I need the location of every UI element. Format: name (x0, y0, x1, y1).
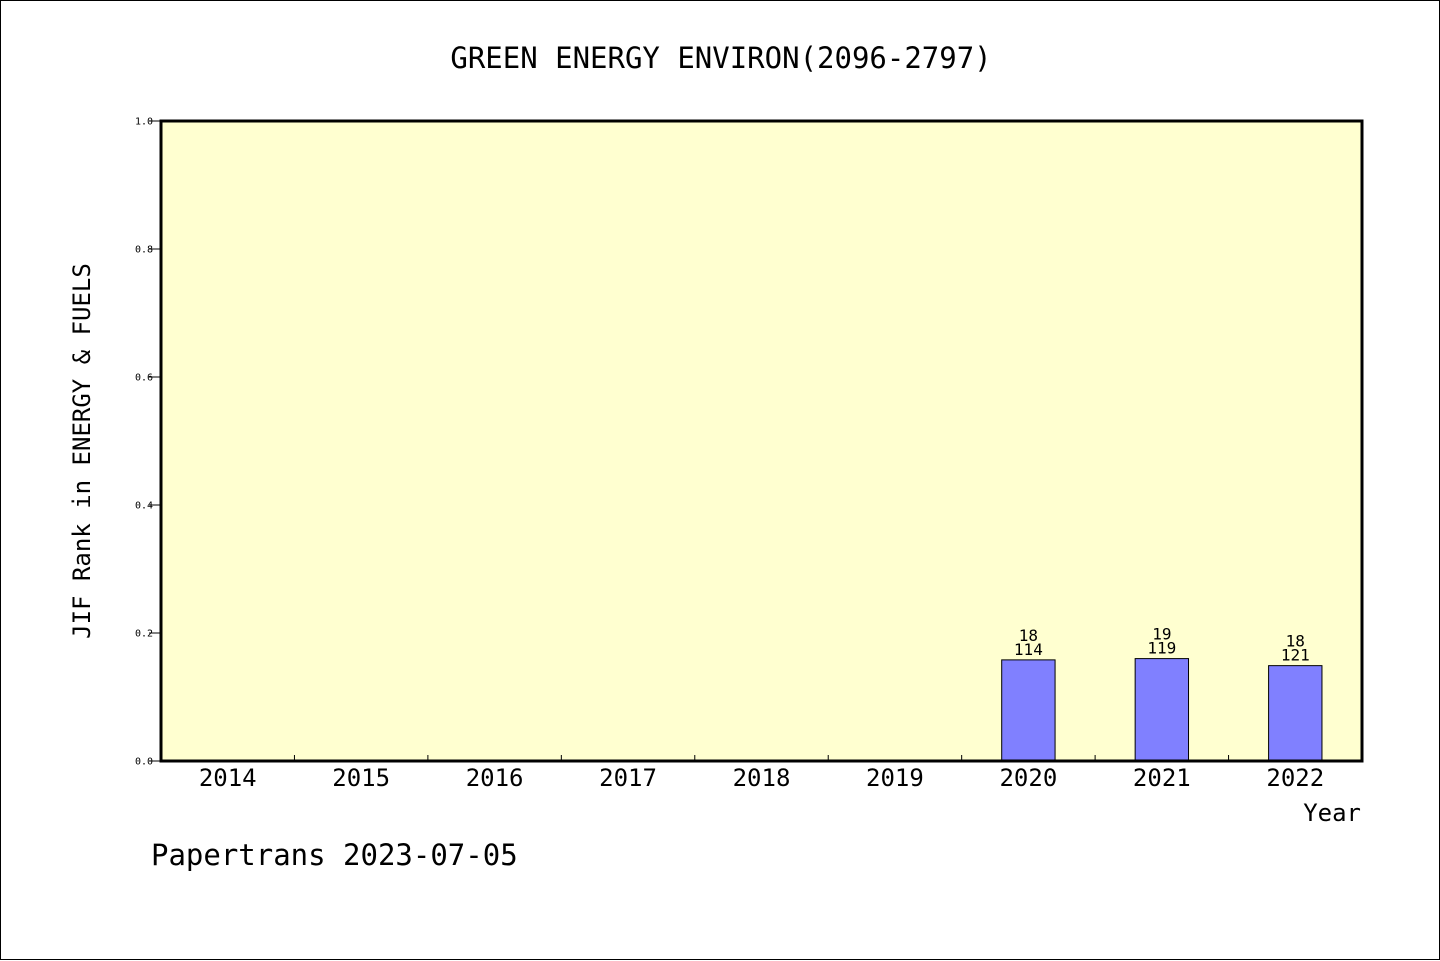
plot-area (161, 121, 1362, 761)
bar-rank-label: 18 (1019, 626, 1038, 645)
bar-2021 (1134, 658, 1190, 762)
bar-2022 (1268, 665, 1323, 762)
x-tick-label: 2016 (466, 764, 524, 792)
x-tick-label: 2015 (332, 764, 390, 792)
x-tick-label: 2021 (1133, 764, 1191, 792)
bar-total-label: 119 (1147, 639, 1176, 658)
y-tick-label: 0.0 (135, 757, 153, 768)
y-tick-label: 0.6 (135, 373, 153, 384)
x-tick-label: 2020 (999, 764, 1057, 792)
x-tick-label: 2017 (599, 764, 657, 792)
chart-title: GREEN ENERGY ENVIRON(2096-2797) (450, 41, 991, 75)
y-tick-label: 1.0 (135, 117, 153, 128)
footer-credit: Papertrans 2023-07-05 (151, 838, 518, 872)
y-tick-label: 0.8 (135, 245, 153, 256)
y-axis-label: JIF Rank in ENERGY & FUELS (68, 263, 96, 639)
x-axis-label: Year (1303, 799, 1361, 827)
x-tick-label: 2014 (199, 764, 257, 792)
bar-rank-label: 19 (1152, 625, 1171, 644)
bar-2020 (1001, 659, 1056, 762)
y-tick-label: 0.2 (135, 629, 153, 640)
bar-total-label: 121 (1281, 646, 1310, 665)
x-tick-label: 2018 (733, 764, 791, 792)
x-tick-label: 2022 (1266, 764, 1324, 792)
x-tick-label: 2019 (866, 764, 924, 792)
plot-frame (159, 119, 1364, 763)
bar-rank-label: 18 (1286, 632, 1305, 651)
y-tick-label: 0.4 (135, 501, 153, 512)
bar-total-label: 114 (1014, 640, 1043, 659)
